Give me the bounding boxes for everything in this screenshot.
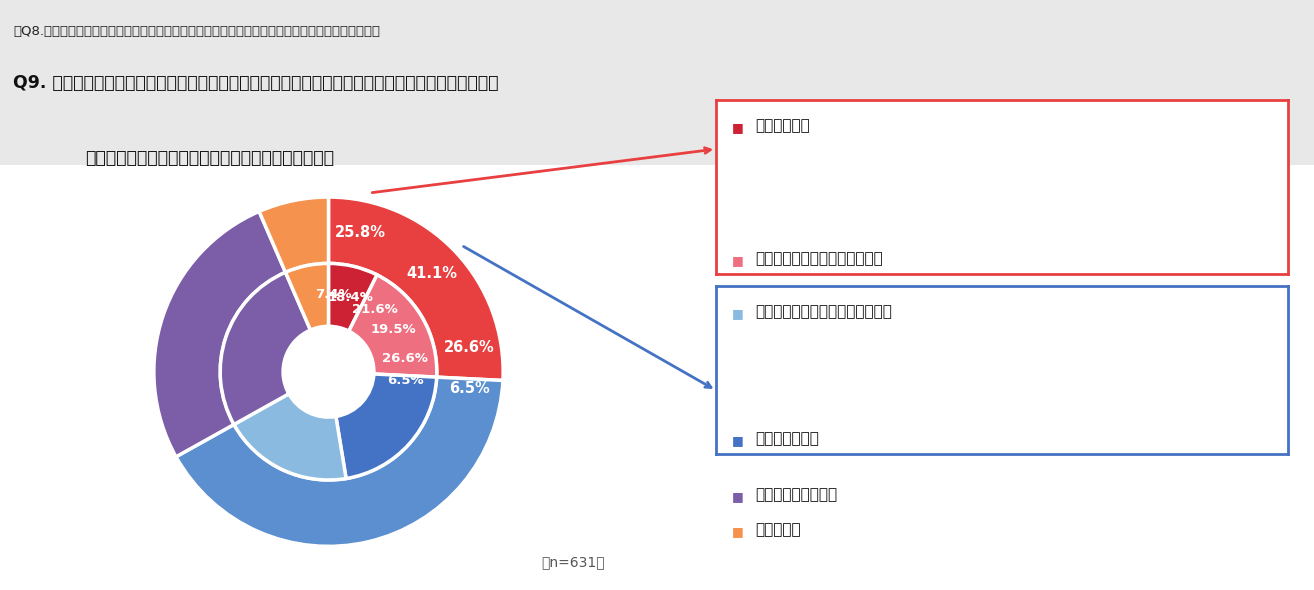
Wedge shape [221, 273, 310, 424]
Text: 26.6%: 26.6% [382, 352, 428, 365]
Text: ■: ■ [732, 434, 744, 447]
Text: 19.5%: 19.5% [371, 323, 417, 336]
Text: ■: ■ [732, 254, 744, 267]
Wedge shape [285, 263, 328, 330]
Wedge shape [259, 197, 328, 273]
Text: ■: ■ [732, 490, 744, 503]
Wedge shape [328, 197, 503, 381]
Text: 7.4%: 7.4% [315, 288, 352, 301]
Text: Q9. ご自宅が「地震」で被災した際の再建費用は、現在加入している『地震保険』『共済等の地震保: Q9. ご自宅が「地震」で被災した際の再建費用は、現在加入している『地震保険』『… [13, 74, 498, 93]
Text: ■: ■ [732, 121, 744, 134]
Wedge shape [154, 211, 285, 457]
Text: どちらかといえば不十分だと思う: どちらかといえば不十分だと思う [756, 304, 892, 319]
Wedge shape [176, 377, 503, 546]
Text: 21.6%: 21.6% [352, 303, 398, 316]
Wedge shape [348, 275, 436, 377]
Wedge shape [234, 394, 346, 480]
Text: 25.8%: 25.8% [335, 225, 386, 241]
Text: 十分だと思う: 十分だと思う [756, 118, 811, 133]
Text: 41.1%: 41.1% [406, 266, 457, 281]
Wedge shape [328, 263, 377, 331]
Text: わからない: わからない [756, 522, 802, 537]
Text: 26.6%: 26.6% [443, 340, 494, 355]
Text: 6.5%: 6.5% [449, 381, 490, 396]
Text: （n=631）: （n=631） [541, 555, 604, 569]
Text: 18.4%: 18.4% [327, 291, 373, 304]
Text: ■: ■ [732, 525, 744, 538]
Text: どちらかといえば十分だと思う: どちらかといえば十分だと思う [756, 251, 883, 266]
Text: 険以外の補償』で十分だと思いますか？【単数回答】: 険以外の補償』で十分だと思いますか？【単数回答】 [85, 149, 334, 167]
Text: ■: ■ [732, 307, 744, 320]
Text: 6.5%: 6.5% [388, 374, 424, 387]
Text: どちらともいえない: どちらともいえない [756, 487, 838, 502]
Text: 不十分だと思う: 不十分だと思う [756, 431, 820, 445]
Wedge shape [336, 374, 436, 478]
Text: （Q8.で「地震保険」「共済等の地震保険以外の補償」いずれかを選択した方におうかがいします）: （Q8.で「地震保険」「共済等の地震保険以外の補償」いずれかを選択した方におうか… [13, 25, 380, 38]
